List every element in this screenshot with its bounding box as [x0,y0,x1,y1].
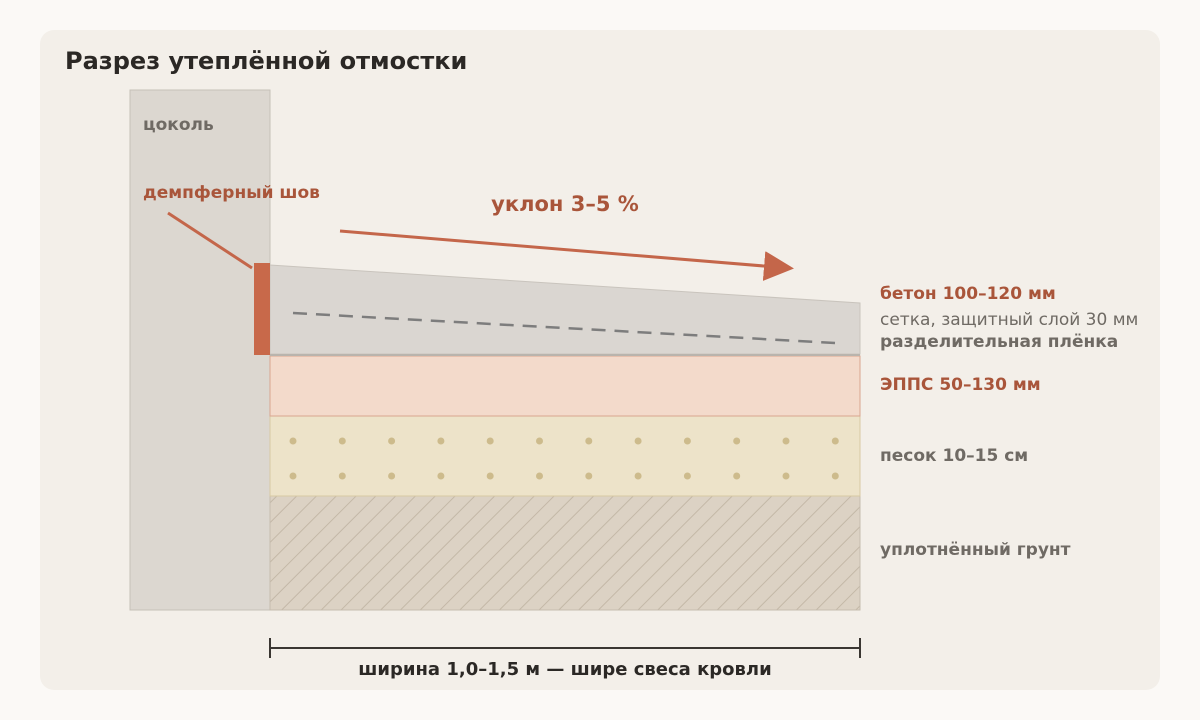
epps-layer [269,355,861,417]
sand-dot [437,437,445,445]
concrete-label: бетон 100–120 мм [880,284,1056,304]
sand-dot [683,437,691,445]
sand-label: песок 10–15 см [880,446,1028,466]
sand-dot [289,437,297,445]
wall-label: цоколь [143,115,214,135]
sand-dot [831,472,839,480]
sand-dot [585,472,593,480]
damper-strip [254,263,270,355]
sand-dot [338,472,346,480]
sand-dot [733,472,741,480]
damper-label: демпферный шов [143,183,320,203]
sand-dot [437,472,445,480]
dimension-line [269,638,861,658]
title: Разрез утеплённой отмостки [65,47,467,75]
mesh-label: сетка, защитный слой 30 мм [880,310,1138,330]
sand-dot [782,437,790,445]
sand-dot [683,472,691,480]
sand-dot [388,437,396,445]
sand-dot [634,437,642,445]
ground-layer [269,495,861,611]
damper-pointer [167,211,253,270]
sand-layer [269,415,861,497]
sand-dot [536,472,543,480]
wall [129,89,271,611]
sand-dot [733,437,741,445]
sand-dots [289,437,839,480]
sand-dot [634,472,642,480]
width-label: ширина 1,0–1,5 м — шире свеса кровли [358,659,771,680]
sand-dot [536,437,543,445]
sand-dot [486,472,494,480]
sand-dot [338,437,346,445]
sand-dot [388,472,396,480]
sand-dot [585,437,593,445]
sand-dot [782,472,790,480]
slope-label: уклон 3–5 % [491,192,639,216]
ground-label: уплотнённый грунт [880,540,1071,560]
sand-dot [486,437,494,445]
slope-arrow [339,229,794,281]
sand-dot [831,437,839,445]
epps-label: ЭППС 50–130 мм [880,375,1041,395]
film-label: разделительная плёнка [880,332,1118,352]
sand-dot [289,472,297,480]
